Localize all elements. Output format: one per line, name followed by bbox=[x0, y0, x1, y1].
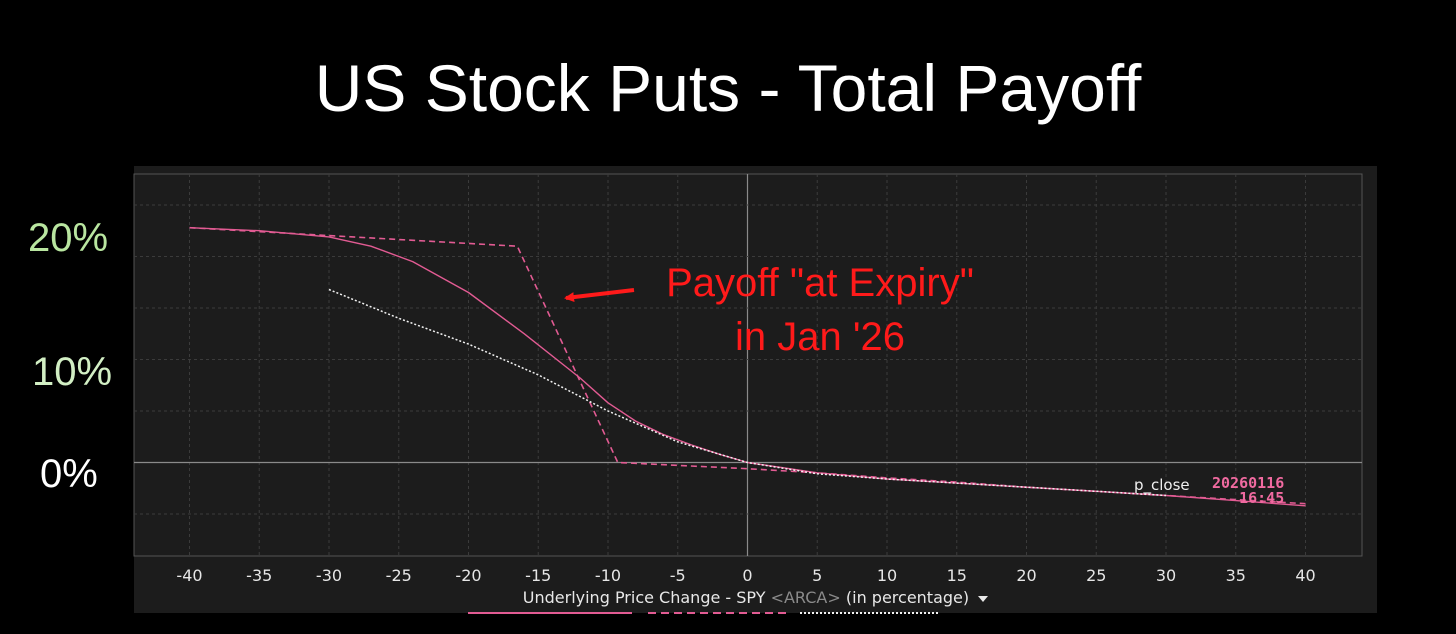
status-date: 20260116 bbox=[1212, 474, 1285, 492]
chart-panel bbox=[134, 166, 1377, 613]
page-title: US Stock Puts - Total Payoff bbox=[314, 51, 1142, 125]
annotation-arrow bbox=[564, 288, 635, 303]
x-axis-label-exchange: <ARCA> bbox=[770, 588, 841, 607]
status-timestamp: 20260116 16:45 bbox=[1212, 476, 1284, 506]
x-axis-label-unit: (in percentage) bbox=[845, 588, 970, 607]
x-tick-label: -40 bbox=[176, 566, 202, 585]
x-axis-label[interactable]: Underlying Price Change - SPY <ARCA> (in… bbox=[134, 588, 1377, 608]
annotation-line-1: Payoff "at Expiry" bbox=[666, 261, 974, 305]
status-time: 16:45 bbox=[1239, 489, 1285, 507]
series-line-expiry bbox=[189, 226, 1306, 505]
x-tick-label: 5 bbox=[812, 566, 822, 585]
x-tick-label: 20 bbox=[1016, 566, 1036, 585]
x-tick-label: 15 bbox=[947, 566, 967, 585]
x-tick-label: -5 bbox=[670, 566, 686, 585]
x-tick-label: 0 bbox=[742, 566, 752, 585]
x-tick-label: 25 bbox=[1086, 566, 1106, 585]
x-tick-label: -15 bbox=[525, 566, 551, 585]
status-label: p_close bbox=[1134, 476, 1190, 494]
series-line-dotted bbox=[328, 288, 1167, 497]
x-tick-label: -10 bbox=[595, 566, 621, 585]
x-tick-label: 30 bbox=[1156, 566, 1176, 585]
x-tick-label: 35 bbox=[1226, 566, 1246, 585]
x-tick-label: 40 bbox=[1295, 566, 1315, 585]
y-label-10: 10% bbox=[32, 350, 113, 394]
annotation-expiry: Payoff "at Expiry" in Jan '26 bbox=[640, 256, 1000, 364]
x-tick-label: -30 bbox=[316, 566, 342, 585]
y-label-20: 20% bbox=[28, 216, 109, 260]
y-label-0: 0% bbox=[40, 452, 98, 496]
x-tick-label: 10 bbox=[877, 566, 897, 585]
x-tick-label: -35 bbox=[246, 566, 272, 585]
chevron-down-icon[interactable] bbox=[978, 595, 989, 602]
x-axis-label-main: Underlying Price Change - SPY bbox=[522, 588, 766, 607]
x-tick-label: -20 bbox=[455, 566, 481, 585]
annotation-line-2: in Jan '26 bbox=[735, 315, 905, 359]
x-tick-label: -25 bbox=[386, 566, 412, 585]
